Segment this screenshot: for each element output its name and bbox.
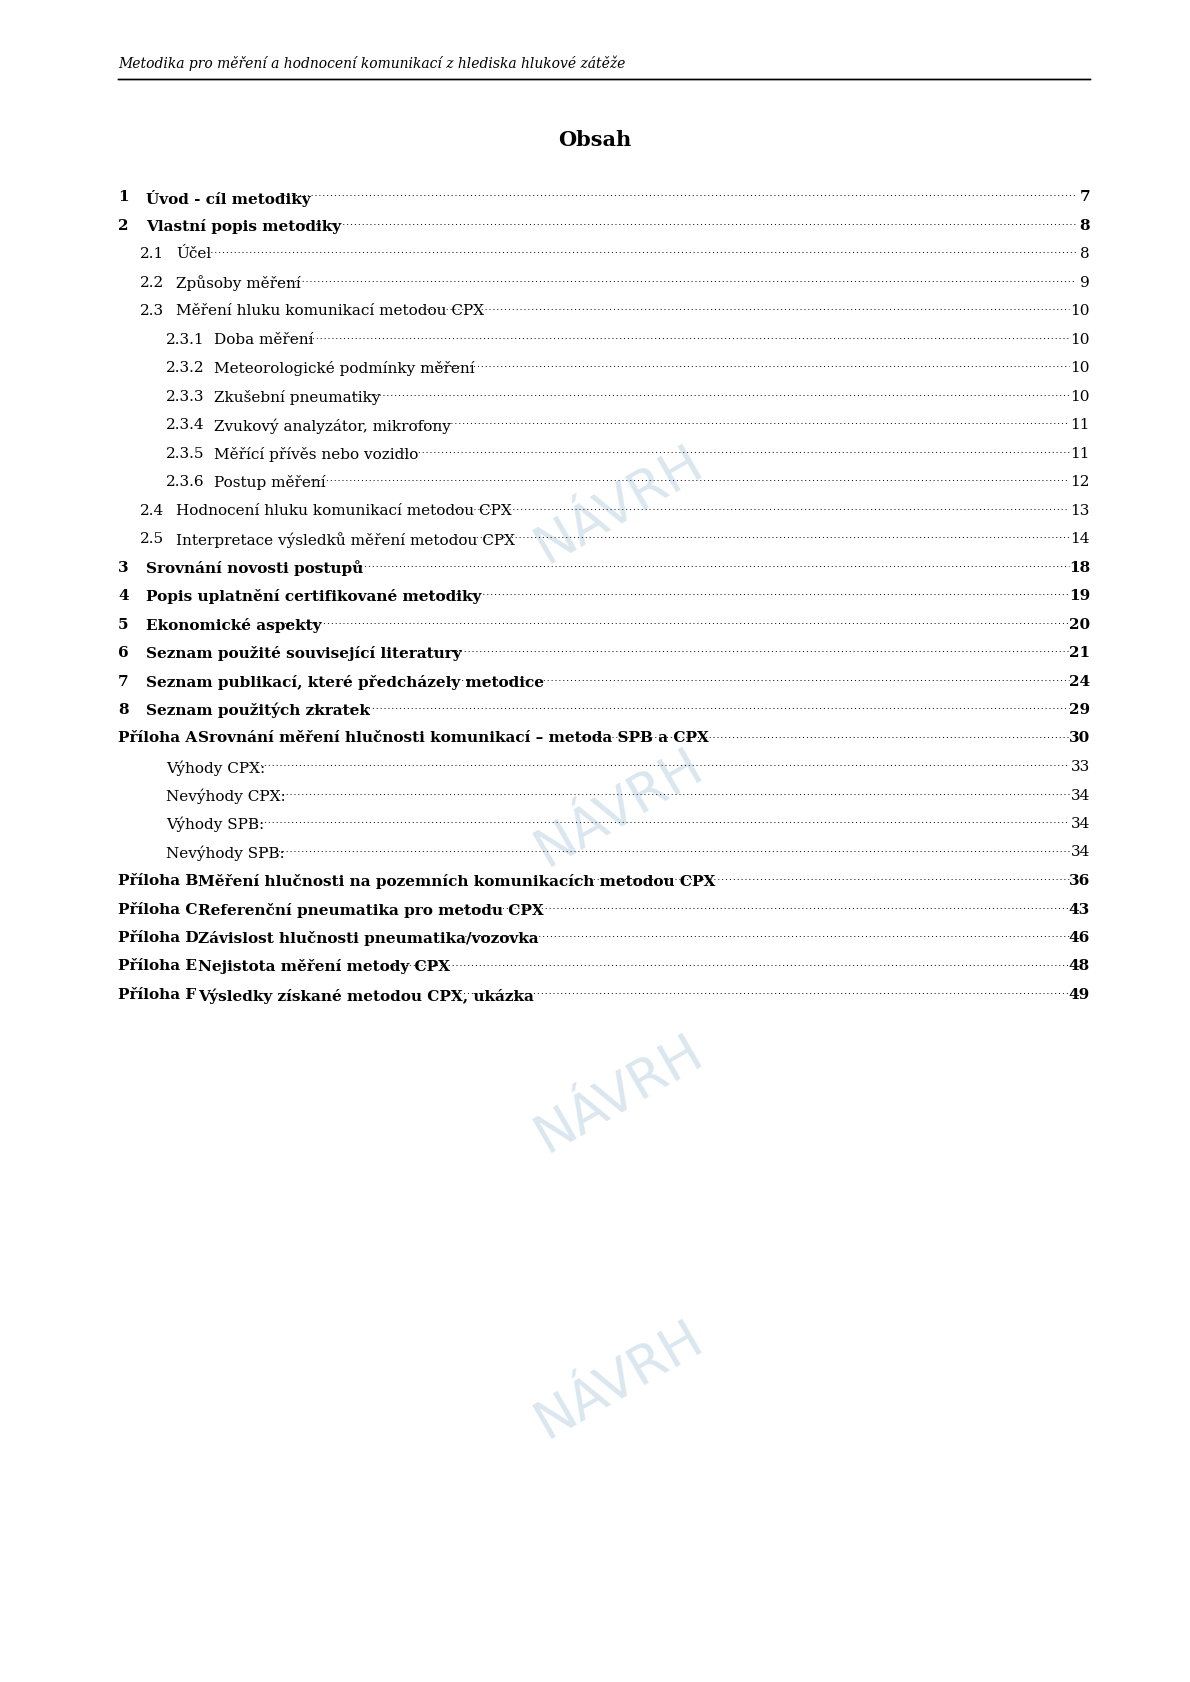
Text: 34: 34 bbox=[1071, 816, 1090, 831]
Text: 49: 49 bbox=[1069, 987, 1090, 1001]
Text: Doba měření: Doba měření bbox=[214, 333, 313, 346]
Text: 2.4: 2.4 bbox=[140, 503, 164, 516]
Text: Srovnání měření hlučnosti komunikací – metoda SPB a CPX: Srovnání měření hlučnosti komunikací – m… bbox=[198, 732, 709, 745]
Text: 43: 43 bbox=[1069, 902, 1090, 917]
Text: 30: 30 bbox=[1069, 732, 1090, 745]
Text: 24: 24 bbox=[1069, 674, 1090, 688]
Text: 4: 4 bbox=[118, 589, 129, 602]
Text: 8: 8 bbox=[118, 703, 129, 717]
Text: 18: 18 bbox=[1069, 560, 1090, 574]
Text: 34: 34 bbox=[1071, 844, 1090, 860]
Text: Zkušební pneumatiky: Zkušební pneumatiky bbox=[214, 389, 381, 404]
Text: 34: 34 bbox=[1071, 789, 1090, 802]
Text: Měření hlučnosti na pozemních komunikacích metodou CPX: Měření hlučnosti na pozemních komunikací… bbox=[198, 873, 715, 888]
Text: Výhody CPX:: Výhody CPX: bbox=[165, 760, 265, 775]
Text: 2.5: 2.5 bbox=[140, 532, 164, 545]
Text: Popis uplatnění certifikované metodiky: Popis uplatnění certifikované metodiky bbox=[146, 589, 482, 604]
Text: 2.2: 2.2 bbox=[140, 276, 164, 289]
Text: Seznam použité související literatury: Seznam použité související literatury bbox=[146, 646, 462, 661]
Text: Účel: Účel bbox=[176, 247, 212, 261]
Text: Metodika pro měření a hodnocení komunikací z hlediska hlukové zátěže: Metodika pro měření a hodnocení komunika… bbox=[118, 56, 626, 71]
Text: Referenční pneumatika pro metodu CPX: Referenční pneumatika pro metodu CPX bbox=[198, 902, 544, 917]
Text: Nejistota měření metody CPX: Nejistota měření metody CPX bbox=[198, 959, 450, 974]
Text: 10: 10 bbox=[1071, 360, 1090, 375]
Text: Úvod - cíl metodiky: Úvod - cíl metodiky bbox=[146, 190, 311, 207]
Text: 2.3.5: 2.3.5 bbox=[165, 446, 205, 461]
Text: 1: 1 bbox=[118, 190, 129, 204]
Text: 19: 19 bbox=[1069, 589, 1090, 602]
Text: 48: 48 bbox=[1069, 959, 1090, 972]
Text: Nevýhody SPB:: Nevýhody SPB: bbox=[165, 844, 284, 861]
Text: NÁVRH: NÁVRH bbox=[526, 1024, 712, 1162]
Text: 7: 7 bbox=[118, 674, 129, 688]
Text: 10: 10 bbox=[1071, 333, 1090, 346]
Text: NÁVRH: NÁVRH bbox=[526, 436, 712, 574]
Text: Ekonomické aspekty: Ekonomické aspekty bbox=[146, 617, 321, 632]
Text: 2: 2 bbox=[118, 219, 129, 232]
Text: Nevýhody CPX:: Nevýhody CPX: bbox=[165, 789, 286, 804]
Text: Seznam použitých zkratek: Seznam použitých zkratek bbox=[146, 703, 370, 718]
Text: 21: 21 bbox=[1069, 646, 1090, 659]
Text: 14: 14 bbox=[1071, 532, 1090, 545]
Text: Postup měření: Postup měření bbox=[214, 474, 326, 489]
Text: Vlastní popis metodiky: Vlastní popis metodiky bbox=[146, 219, 342, 234]
Text: Výsledky získané metodou CPX, ukázka: Výsledky získané metodou CPX, ukázka bbox=[198, 987, 534, 1002]
Text: Zvukový analyzátor, mikrofony: Zvukový analyzátor, mikrofony bbox=[214, 417, 451, 434]
Text: 13: 13 bbox=[1071, 503, 1090, 516]
Text: Výhody SPB:: Výhody SPB: bbox=[165, 816, 264, 833]
Text: Příloha F: Příloha F bbox=[118, 987, 196, 1001]
Text: 2.3.3: 2.3.3 bbox=[165, 389, 205, 404]
Text: Příloha B: Příloha B bbox=[118, 873, 199, 888]
Text: 8: 8 bbox=[1079, 219, 1090, 232]
Text: 5: 5 bbox=[118, 617, 129, 631]
Text: Příloha C: Příloha C bbox=[118, 902, 198, 917]
Text: 2.3.4: 2.3.4 bbox=[165, 417, 205, 432]
Text: 11: 11 bbox=[1071, 446, 1090, 461]
Text: 7: 7 bbox=[1079, 190, 1090, 204]
Text: Interpretace výsledků měření metodou CPX: Interpretace výsledků měření metodou CPX bbox=[176, 532, 515, 548]
Text: Příloha E: Příloha E bbox=[118, 959, 198, 972]
Text: Příloha A: Příloha A bbox=[118, 732, 198, 745]
Text: 20: 20 bbox=[1069, 617, 1090, 631]
Text: Příloha D: Příloha D bbox=[118, 930, 199, 944]
Text: 10: 10 bbox=[1071, 304, 1090, 318]
Text: NÁVRH: NÁVRH bbox=[526, 738, 712, 876]
Text: Měření hluku komunikací metodou CPX: Měření hluku komunikací metodou CPX bbox=[176, 304, 484, 318]
Text: Meteorologické podmínky měření: Meteorologické podmínky měření bbox=[214, 360, 475, 375]
Text: Seznam publikací, které předcházely metodice: Seznam publikací, které předcházely meto… bbox=[146, 674, 544, 690]
Text: Hodnocení hluku komunikací metodou CPX: Hodnocení hluku komunikací metodou CPX bbox=[176, 503, 512, 516]
Text: 36: 36 bbox=[1069, 873, 1090, 888]
Text: Závislost hlučnosti pneumatika/vozovka: Závislost hlučnosti pneumatika/vozovka bbox=[198, 930, 539, 945]
Text: 2.3.6: 2.3.6 bbox=[165, 474, 205, 489]
Text: 2.1: 2.1 bbox=[140, 247, 164, 261]
Text: 2.3.1: 2.3.1 bbox=[165, 333, 205, 346]
Text: 12: 12 bbox=[1071, 474, 1090, 489]
Text: Měřící přívěs nebo vozidlo: Měřící přívěs nebo vozidlo bbox=[214, 446, 419, 461]
Text: 11: 11 bbox=[1071, 417, 1090, 432]
Text: 8: 8 bbox=[1081, 247, 1090, 261]
Text: 33: 33 bbox=[1071, 760, 1090, 774]
Text: 29: 29 bbox=[1069, 703, 1090, 717]
Text: 3: 3 bbox=[118, 560, 129, 574]
Text: Obsah: Obsah bbox=[558, 130, 632, 150]
Text: 2.3.2: 2.3.2 bbox=[165, 360, 205, 375]
Text: 2.3: 2.3 bbox=[140, 304, 164, 318]
Text: 10: 10 bbox=[1071, 389, 1090, 404]
Text: Srovnání novosti postupů: Srovnání novosti postupů bbox=[146, 560, 363, 575]
Text: 6: 6 bbox=[118, 646, 129, 659]
Text: NÁVRH: NÁVRH bbox=[526, 1310, 712, 1448]
Text: Způsoby měření: Způsoby měření bbox=[176, 276, 301, 291]
Text: 9: 9 bbox=[1081, 276, 1090, 289]
Text: 46: 46 bbox=[1069, 930, 1090, 944]
